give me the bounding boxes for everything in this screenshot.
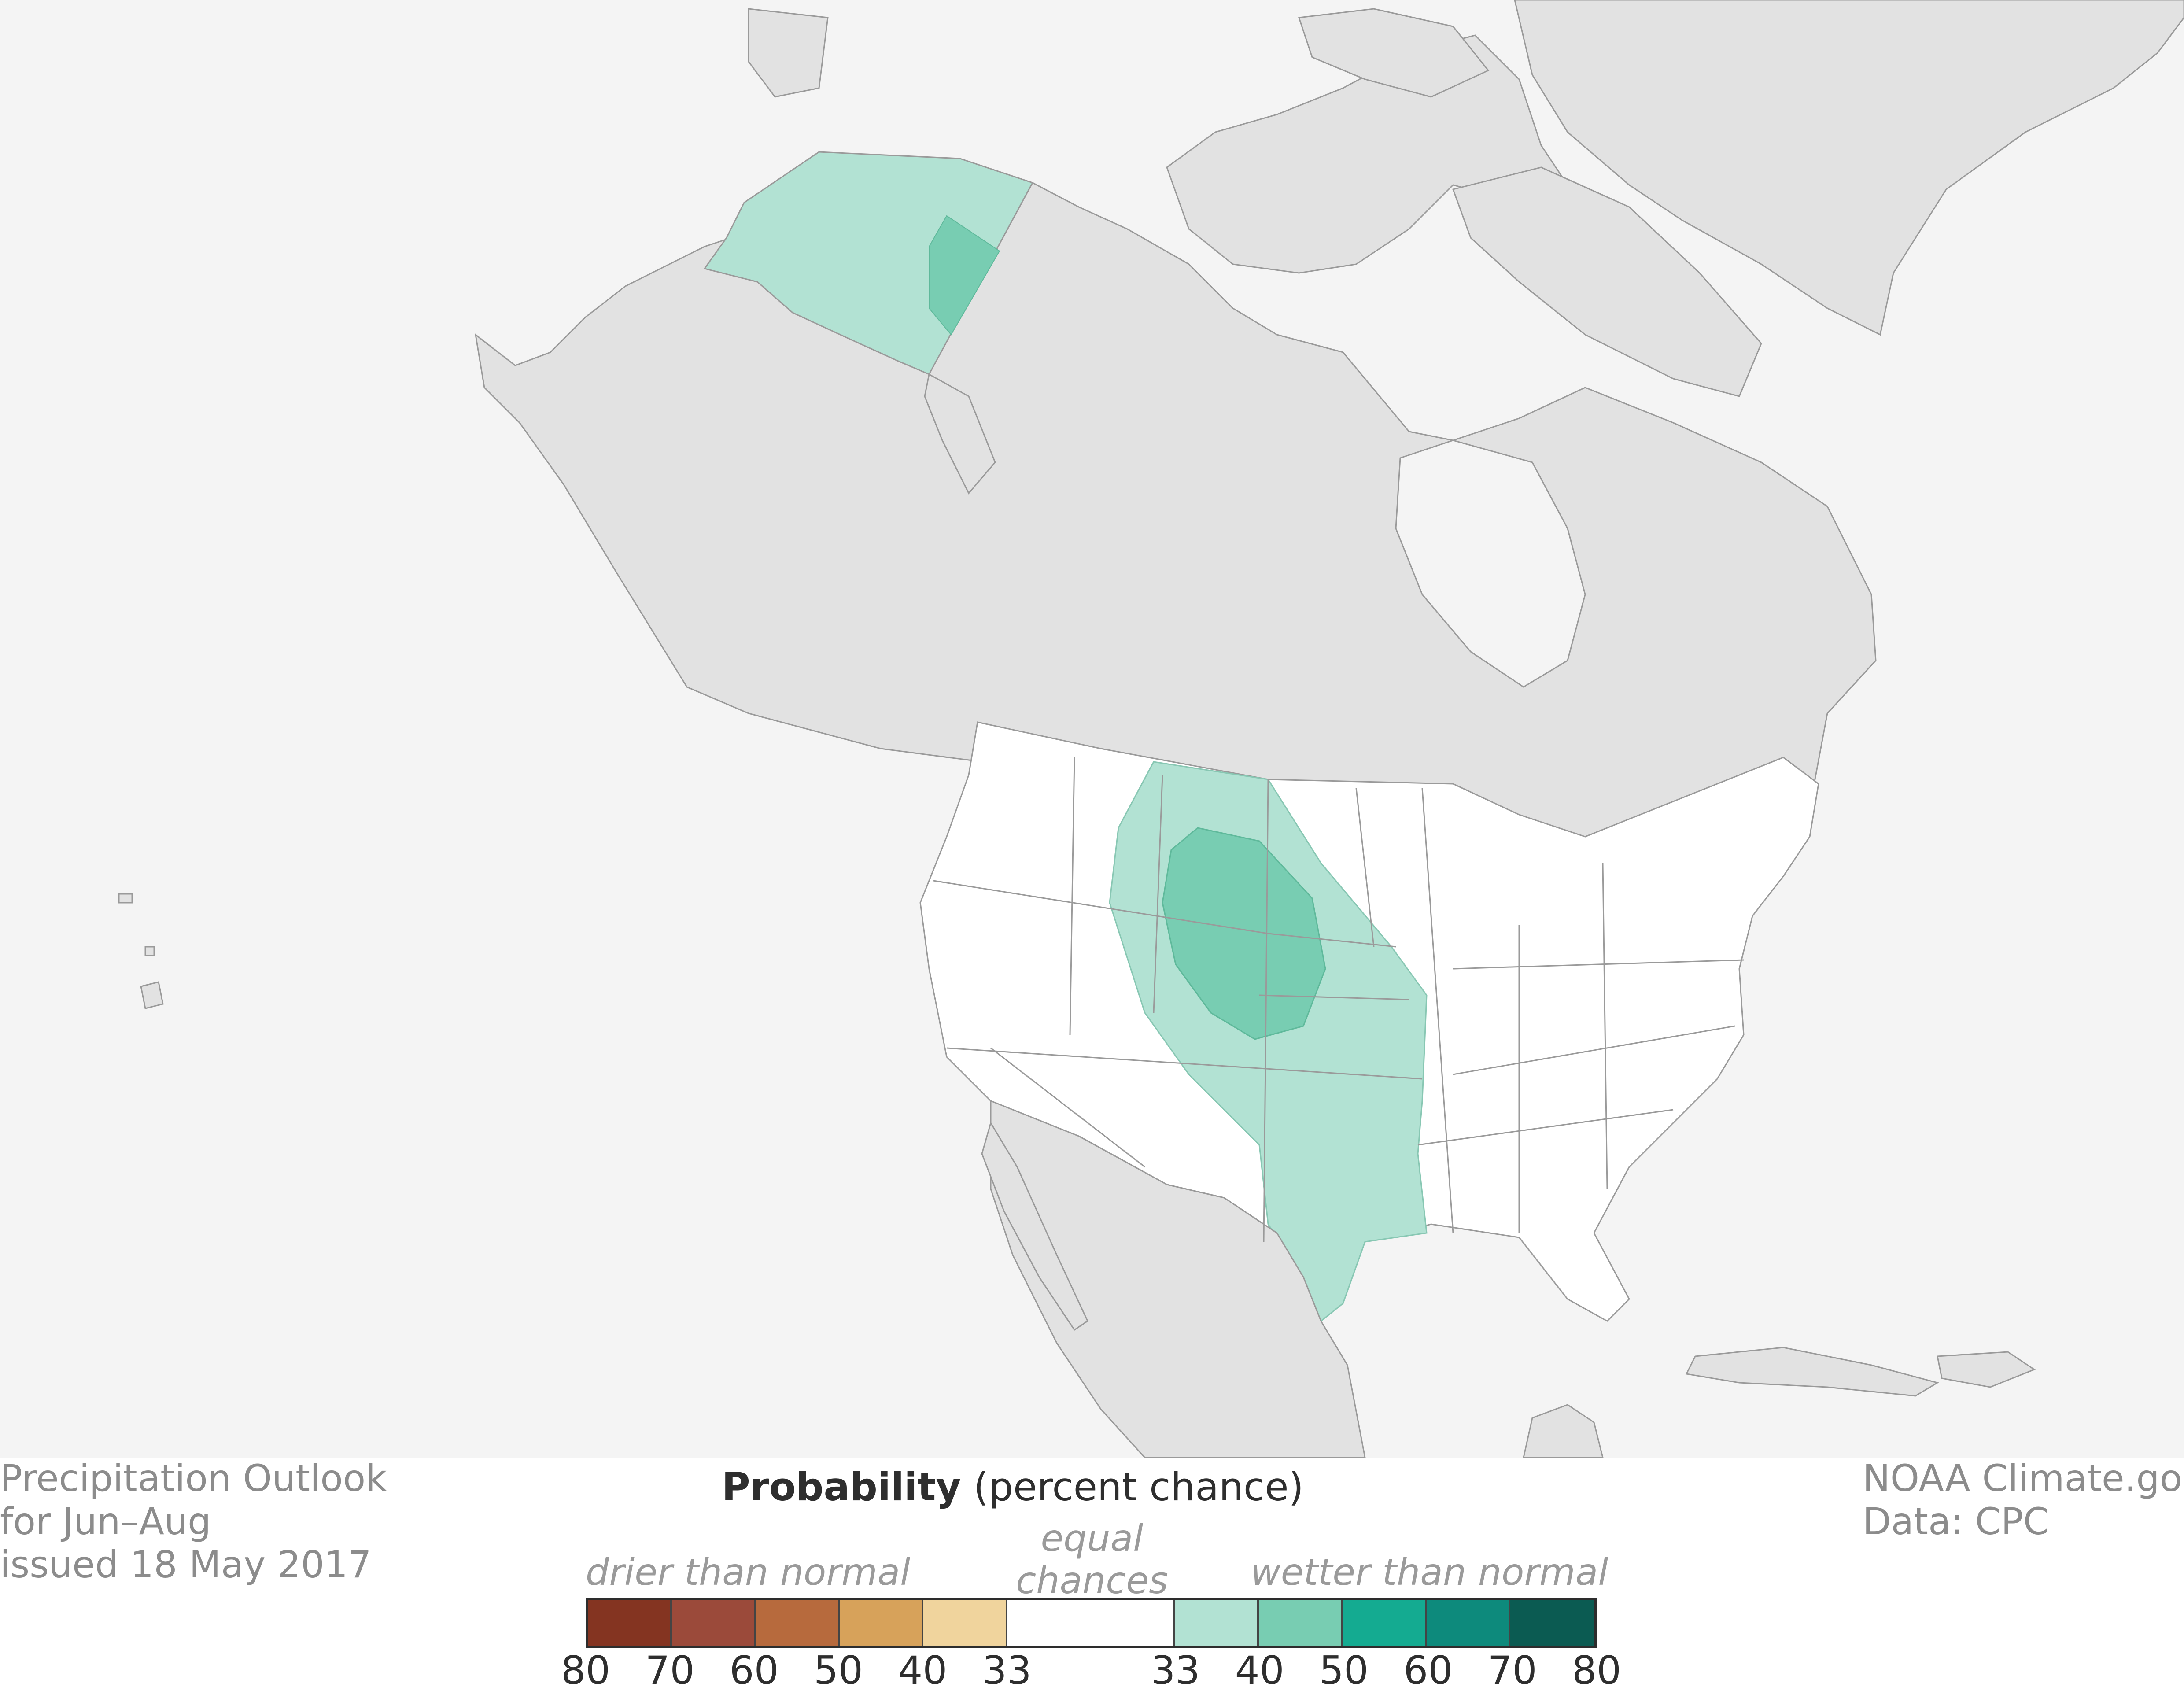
legend-title: Probability (percent chance) bbox=[660, 1464, 1365, 1510]
credits: NOAA Climate.gov Data: CPC bbox=[1863, 1457, 2184, 1543]
land-baffin bbox=[1452, 166, 1762, 397]
legend-swatch-3 bbox=[756, 1600, 840, 1646]
legend-swatch-6 bbox=[1007, 1600, 1175, 1646]
legend-tick-label: 40 bbox=[898, 1648, 948, 1693]
legend-color-bar bbox=[586, 1598, 1597, 1648]
legend-wetter-label: wetter than normal bbox=[1251, 1550, 1608, 1594]
legend-swatch-11 bbox=[1510, 1600, 1594, 1646]
credit-source: NOAA Climate.gov bbox=[1863, 1457, 2184, 1500]
legend-title-rest: (percent chance) bbox=[961, 1464, 1304, 1510]
legend-tick-label: 70 bbox=[1487, 1648, 1537, 1693]
us-wetter-40-50 bbox=[1162, 827, 1326, 1040]
legend-tick-label: 60 bbox=[1403, 1648, 1453, 1693]
legend-tick-label: 33 bbox=[982, 1648, 1032, 1693]
land-yucatan bbox=[1523, 1404, 1604, 1458]
legend-equal-line2: chances bbox=[1016, 1559, 1168, 1602]
map-svg bbox=[118, 0, 2184, 1458]
legend-swatch-9 bbox=[1343, 1600, 1427, 1646]
legend-swatch-5 bbox=[923, 1600, 1007, 1646]
land-hispaniola bbox=[1937, 1351, 2036, 1388]
outlook-issued-date: issued 18 May 2017 bbox=[0, 1543, 372, 1586]
alaska-wetter-40-50 bbox=[929, 215, 1000, 336]
land-baja bbox=[981, 1121, 1088, 1331]
legend-title-bold: Probability bbox=[722, 1464, 961, 1510]
land-hawaii bbox=[118, 893, 164, 1009]
legend-tick-label: 33 bbox=[1151, 1648, 1200, 1693]
outlook-period: for Jun–Aug bbox=[0, 1500, 211, 1543]
legend-tick-label: 60 bbox=[729, 1648, 779, 1693]
legend-tick-label: 70 bbox=[645, 1648, 695, 1693]
land-cuba bbox=[1685, 1347, 1939, 1397]
legend-tick-label: 40 bbox=[1235, 1648, 1284, 1693]
land-mexico bbox=[990, 1100, 1366, 1458]
legend-equal-line1: equal bbox=[1040, 1517, 1144, 1560]
land-panhandle bbox=[924, 373, 996, 495]
legend-swatch-10 bbox=[1426, 1600, 1511, 1646]
legend-swatch-1 bbox=[588, 1600, 672, 1646]
legend-tick-label: 80 bbox=[561, 1648, 610, 1693]
land-arctic-north bbox=[1298, 8, 1490, 98]
state-borders bbox=[933, 757, 1744, 1242]
credit-data: Data: CPC bbox=[1863, 1500, 2049, 1543]
legend-tick-label: 50 bbox=[814, 1648, 863, 1693]
water-hudson-bay bbox=[1395, 439, 1586, 688]
legend-equal-label: equal chances bbox=[1004, 1517, 1180, 1602]
legend-tick-label: 80 bbox=[1572, 1648, 1621, 1693]
outlook-map bbox=[0, 0, 2184, 1458]
legend-swatch-4 bbox=[839, 1600, 923, 1646]
outlook-info: Precipitation Outlook for Jun–Aug issued… bbox=[0, 1457, 387, 1586]
legend-drier-label: drier than normal bbox=[586, 1550, 911, 1594]
land-greenland bbox=[1514, 0, 2184, 336]
land-small-island bbox=[748, 8, 829, 98]
outlook-title: Precipitation Outlook bbox=[0, 1457, 387, 1500]
legend-swatch-7 bbox=[1175, 1600, 1259, 1646]
legend-tick-label: 50 bbox=[1319, 1648, 1369, 1693]
legend-swatch-2 bbox=[671, 1600, 756, 1646]
legend-swatch-8 bbox=[1258, 1600, 1343, 1646]
